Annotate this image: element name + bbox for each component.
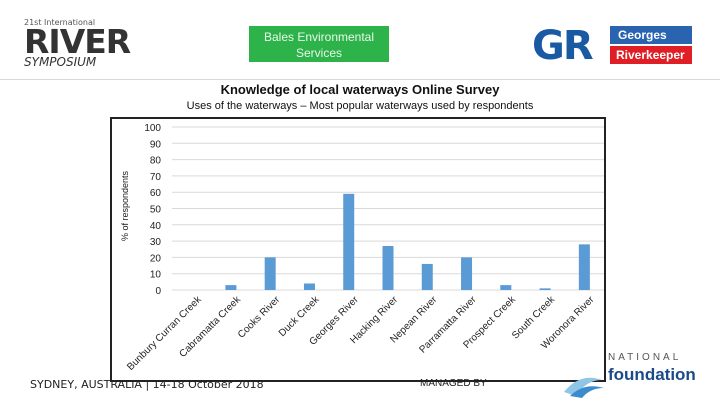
bar	[421, 263, 433, 290]
page-title: Knowledge of local waterways Online Surv…	[220, 82, 500, 97]
y-tick-label: 80	[150, 156, 162, 167]
chart-frame	[110, 117, 606, 382]
y-tick-label: 20	[150, 253, 162, 264]
bar	[264, 257, 276, 290]
y-tick-label: 70	[150, 172, 162, 183]
national-foundation-logo: NATIONAL foundation	[608, 352, 698, 392]
managed-by-label: MANAGED BY	[420, 378, 487, 389]
nf-foundation-text: foundation	[608, 365, 696, 384]
georges-riverkeeper-logo: GR Georges Riverkeeper	[526, 24, 696, 68]
bar	[343, 193, 355, 290]
bales-line1: Bales Environmental	[263, 30, 375, 44]
y-tick-label: 10	[150, 270, 162, 281]
y-tick-label: 40	[150, 221, 162, 232]
bar	[500, 285, 512, 290]
bar	[578, 244, 590, 290]
bar	[539, 288, 551, 290]
header-divider	[0, 79, 720, 80]
bales-line2: Services	[295, 46, 342, 60]
bales-logo: Bales Environmental Services	[249, 26, 389, 62]
gr-bottom-label: Riverkeeper	[610, 46, 692, 64]
y-tick-label: 0	[155, 286, 161, 297]
event-footer: SYDNEY, AUSTRALIA | 14-18 October 2018	[30, 378, 264, 391]
gr-top-label: Georges	[610, 26, 692, 44]
chart-y-axis-label: % of respondents	[120, 170, 130, 241]
chart-y-ticks: 0 10 20 30 40 50 60 70 80 90 100	[144, 123, 161, 297]
y-tick-label: 100	[144, 123, 161, 134]
y-tick-label: 90	[150, 139, 162, 150]
bar	[225, 285, 237, 290]
bar	[382, 245, 394, 290]
river-symposium-logo: 21st International RIVER SYMPOSIUM	[24, 18, 144, 70]
foundation-swoosh-icon	[564, 377, 604, 398]
river-logo-big: RIVER	[24, 22, 131, 61]
y-tick-label: 60	[150, 188, 162, 199]
y-tick-label: 30	[150, 237, 162, 248]
bar	[461, 257, 473, 290]
page-subtitle: Uses of the waterways – Most popular wat…	[186, 100, 534, 112]
nf-national-text: NATIONAL	[608, 352, 682, 363]
bar	[303, 283, 315, 290]
gr-mark: GR	[532, 23, 594, 69]
river-logo-small: 21st International	[24, 18, 96, 27]
chart-bars	[225, 193, 590, 290]
y-tick-label: 50	[150, 205, 162, 216]
river-logo-sub: SYMPOSIUM	[24, 55, 97, 69]
